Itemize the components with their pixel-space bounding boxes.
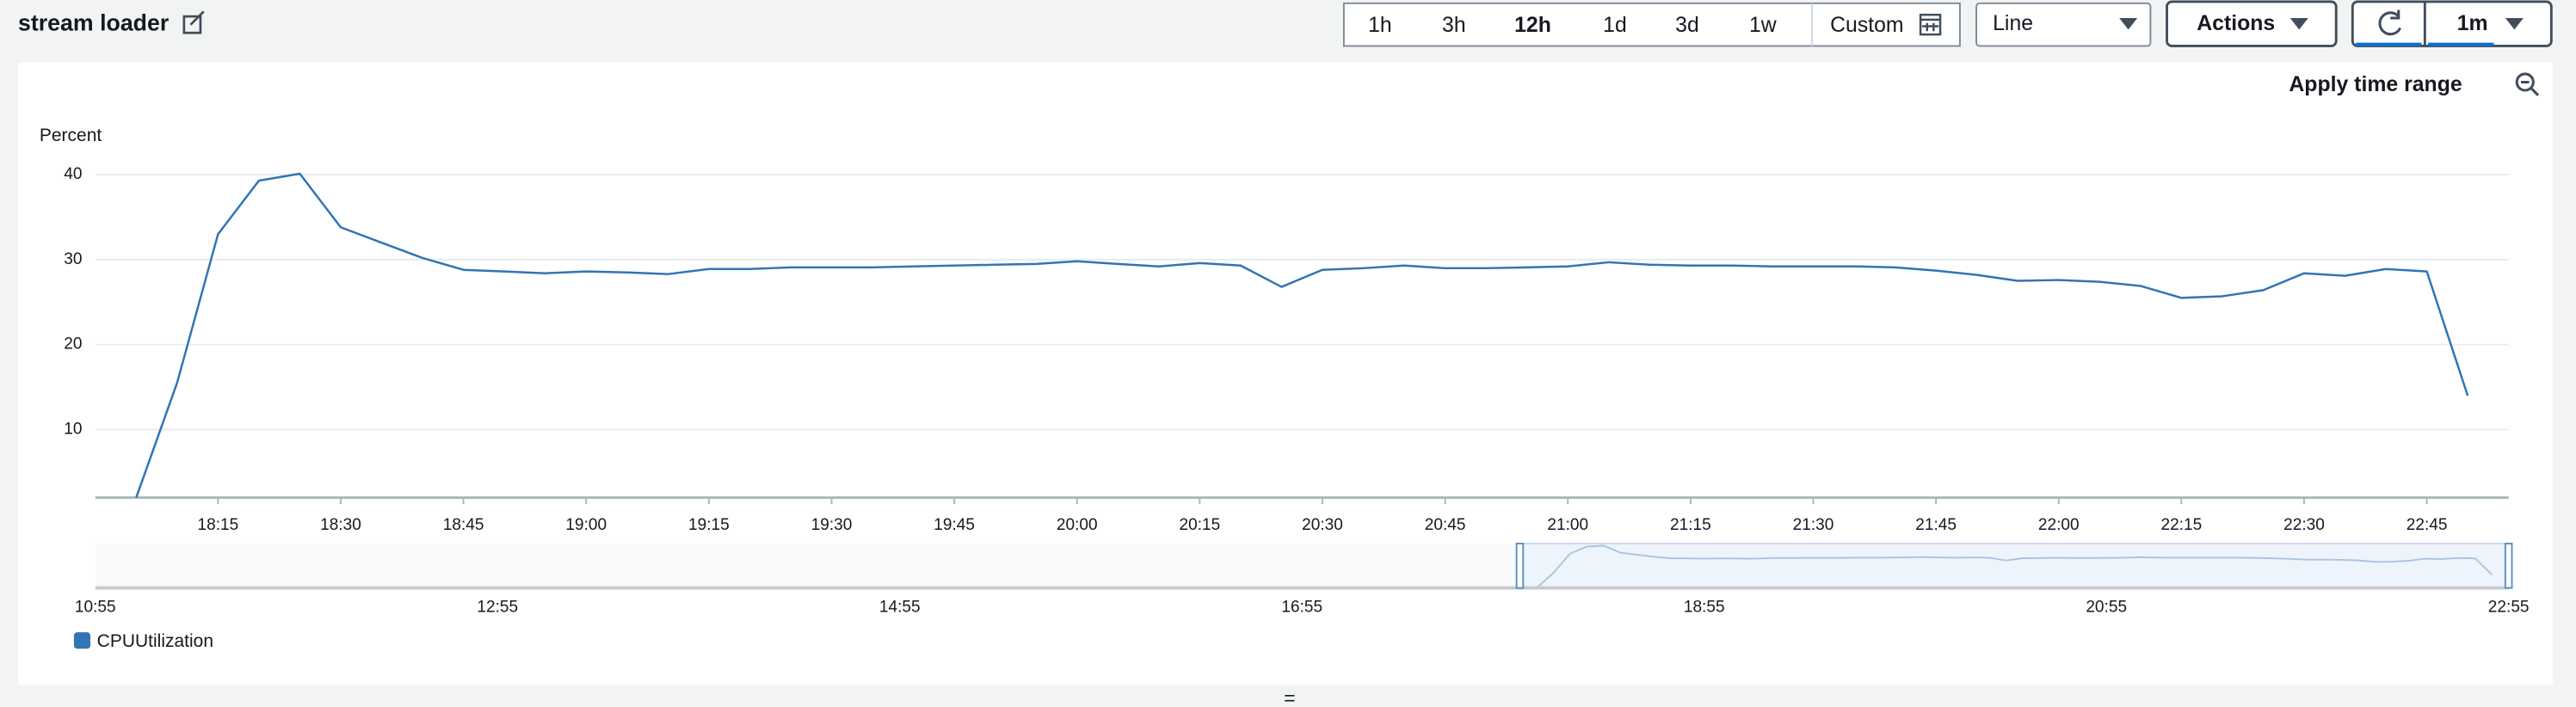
navigator-handle[interactable] <box>1515 543 1525 589</box>
dashboard-title: stream loader <box>18 10 169 36</box>
custom-button[interactable]: Custom <box>1830 14 1904 37</box>
refresh-button[interactable] <box>2378 9 2402 36</box>
x-tick-label: 20:15 <box>1180 516 1221 534</box>
x-tick-label: 21:30 <box>1793 516 1834 534</box>
time-range-group <box>1342 2 1961 47</box>
edit-icon[interactable] <box>182 10 205 34</box>
dropdown-arrow <box>2505 18 2524 30</box>
actions-button[interactable] <box>2166 0 2338 47</box>
navigator-tick-label: 20:55 <box>2086 599 2127 617</box>
x-tick-label: 19:15 <box>688 516 730 534</box>
apply-time-range[interactable]: Apply time range <box>2289 73 2462 96</box>
dropdown-arrow <box>2119 18 2138 30</box>
x-tick-label: 19:45 <box>934 516 975 534</box>
x-tick-label: 18:15 <box>198 516 239 534</box>
refresh-group <box>2351 0 2553 47</box>
y-axis-label: Percent <box>40 126 102 145</box>
legend-swatch[interactable] <box>73 632 91 649</box>
y-tick-label: 40 <box>64 165 82 183</box>
navigator-tick-label: 12:55 <box>477 599 518 617</box>
navigator-tick-label: 18:55 <box>1684 599 1725 617</box>
y-tick-label: 10 <box>64 421 82 439</box>
x-tick-label: 20:30 <box>1302 516 1343 534</box>
x-tick-label: 18:30 <box>320 516 361 534</box>
y-tick-label: 30 <box>64 250 82 268</box>
x-tick-label: 21:00 <box>1547 516 1588 534</box>
x-tick-label: 19:30 <box>811 516 853 534</box>
navigator-tick-label: 16:55 <box>1281 599 1322 617</box>
navigator-tick-label: 10:55 <box>75 599 116 617</box>
time-range-button[interactable]: 1d <box>1603 14 1627 37</box>
navigator-tick-label: 22:55 <box>2488 599 2530 617</box>
zoom-out-icon[interactable] <box>2515 72 2540 96</box>
x-tick-label: 22:00 <box>2038 516 2080 534</box>
time-range-button[interactable]: 1w <box>1749 14 1777 37</box>
calendar-icon[interactable] <box>1919 13 1942 36</box>
x-tick-label: 22:15 <box>2160 516 2202 534</box>
navigator-handle[interactable] <box>2504 543 2513 589</box>
time-range-button[interactable]: 3d <box>1675 14 1699 37</box>
x-tick-label: 21:45 <box>1915 516 1957 534</box>
legend-label[interactable]: CPUUtilization <box>97 631 213 651</box>
x-tick-label: 20:00 <box>1057 516 1098 534</box>
navigator-selection[interactable] <box>1519 543 2510 589</box>
data-line <box>135 172 2469 498</box>
dropdown-arrow <box>2289 18 2308 30</box>
period-button[interactable]: 1m <box>2457 12 2488 35</box>
x-tick-label: 20:45 <box>1425 516 1466 534</box>
time-range-button[interactable]: 1h <box>1368 14 1392 37</box>
resize-handle[interactable]: = <box>1284 686 1295 707</box>
actions-label: Actions <box>2197 12 2275 35</box>
time-range-button[interactable]: 12h <box>1514 14 1551 37</box>
x-tick-label: 18:45 <box>443 516 484 534</box>
x-tick-label: 19:00 <box>565 516 607 534</box>
view-label: Line <box>1993 12 2033 35</box>
navigator-line <box>1536 544 2493 589</box>
widget-panel <box>18 62 2554 685</box>
view-dropdown[interactable] <box>1975 2 2152 47</box>
x-tick-label: 22:30 <box>2283 516 2325 534</box>
time-range-button[interactable]: 3h <box>1442 14 1466 37</box>
navigator-tick-label: 14:55 <box>879 599 921 617</box>
x-tick-label: 21:15 <box>1670 516 1711 534</box>
x-tick-label: 22:45 <box>2407 516 2448 534</box>
y-tick-label: 20 <box>64 335 82 354</box>
